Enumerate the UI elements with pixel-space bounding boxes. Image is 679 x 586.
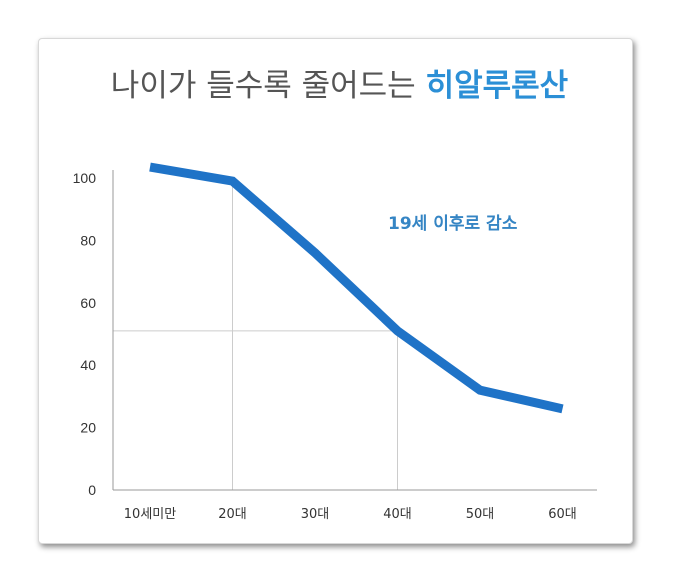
y-tick-label: 60 — [80, 295, 96, 311]
y-tick-labels: 0 20 40 60 80 100 — [73, 170, 97, 498]
x-tick-labels: 10세미만 20대 30대 40대 50대 60대 — [124, 507, 577, 522]
chart-card — [38, 38, 633, 544]
chart-title: 나이가 들수록 줄어드는 히알루론산 — [0, 66, 679, 106]
chart-title-text: 나이가 들수록 줄어드는 — [110, 68, 416, 104]
y-tick-label: 20 — [80, 420, 96, 436]
y-tick-label: 80 — [80, 232, 96, 248]
annotation-text: 19세 이후로 감소 — [388, 213, 518, 234]
series-line-group — [149, 162, 564, 414]
x-tick-label: 40대 — [383, 507, 412, 522]
axes — [112, 170, 597, 491]
x-tick-label: 10세미만 — [124, 507, 176, 522]
reference-lines — [113, 181, 398, 490]
series-line — [149, 162, 564, 414]
y-tick-label: 100 — [73, 170, 97, 186]
x-tick-label: 30대 — [301, 507, 330, 522]
x-tick-label: 20대 — [218, 507, 247, 522]
y-tick-label: 0 — [88, 482, 96, 498]
x-tick-label: 60대 — [548, 507, 577, 522]
x-tick-label: 50대 — [466, 507, 495, 522]
y-tick-label: 40 — [80, 357, 96, 373]
chart-title-highlight: 히알루론산 — [425, 68, 569, 104]
